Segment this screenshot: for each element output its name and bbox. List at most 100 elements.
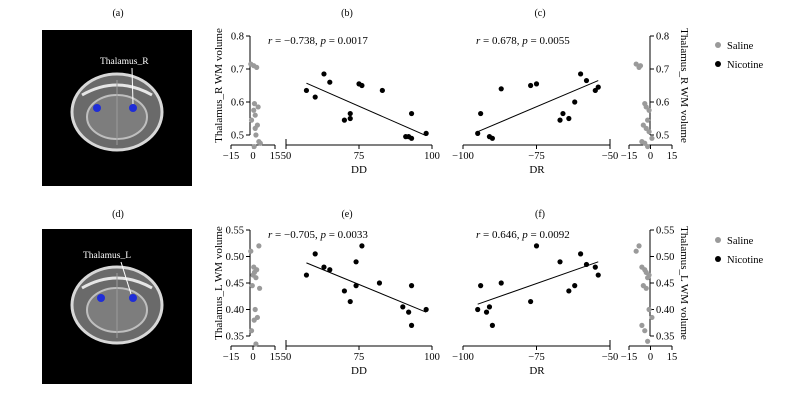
saline-point [646,129,652,135]
x-tick-label: 100 [424,352,440,363]
stat-annotation: r = 0.678, p = 0.0055 [476,35,570,47]
saline-point [253,341,259,347]
x-tick-label: 15 [667,151,678,162]
x-tick-label: −50 [602,352,618,363]
saline-point [252,306,258,313]
legend-nicotine-label: Nicotine [727,60,763,71]
nicotine-point [408,322,415,328]
brain-slice-bottom: Thalamus_L [70,251,164,345]
x-tick-label: 0 [250,151,255,162]
saline-point [255,104,261,110]
x-axis-label: DD [351,365,367,377]
x-axis-label: DR [529,164,545,176]
saline-point [251,317,257,323]
legend-top: Saline Nicotine [715,41,763,71]
saline-point [253,275,259,281]
legend-nicotine-marker [715,61,721,67]
x-tick-label: 0 [250,352,255,363]
x-tick-label: −100 [452,352,474,363]
legend-saline-label: Saline [727,41,754,52]
nicotine-point [566,288,572,294]
nicotine-point [478,110,484,117]
x-tick-label: 15 [270,352,281,363]
y-tick-label: 0.5 [231,131,244,142]
nicotine-point [560,110,566,117]
saline-point [248,117,255,123]
saline-point [649,314,655,321]
saline-point [256,243,262,249]
nicotine-point [312,251,318,257]
saline-point [251,107,257,113]
legend-saline-marker [715,42,721,48]
saline-point [251,143,257,150]
saline-point [252,112,258,118]
nicotine-point [533,243,540,249]
nicotine-point [353,259,359,265]
nicotine-point [408,110,415,117]
nicotine-point [400,304,406,310]
x-tick-label: −15 [223,352,239,363]
y-tick-label: 0.45 [656,279,674,290]
nicotine-point [408,135,415,141]
nicotine-point [327,79,333,85]
nicotine-point [483,309,490,315]
stat-annotation: r = −0.705, p = 0.0033 [268,229,368,241]
x-tick-label: 100 [424,151,440,162]
saline-point [636,243,642,249]
y-tick-label: 0.7 [656,65,669,76]
nicotine-point [347,115,353,122]
y-tick-label: 0.5 [656,131,669,142]
x-tick-label: 75 [354,151,365,162]
x-tick-label: −100 [452,151,474,162]
saline-point [646,107,652,113]
nicotine-point [566,115,572,122]
fit-line [477,80,599,133]
nicotine-point [578,251,584,257]
x-tick-label: 50 [281,352,292,363]
legend-nicotine-marker [715,256,721,262]
legend-bottom: Saline Nicotine [715,236,763,266]
nicotine-point [578,71,584,77]
nicotine-point [341,288,347,294]
y-tick-label: 0.6 [231,98,244,109]
y-tick-label: 0.35 [656,332,674,343]
y-tick-label: 0.40 [656,305,674,316]
nicotine-point [475,306,481,313]
y-tick-label: 0.6 [656,98,669,109]
saline-point [646,306,652,313]
roi-right-marker [129,104,137,112]
nicotine-point [595,84,601,90]
saline-point [637,63,644,69]
chart-c: 0.5 0.6 0.7 0.8 −100 −75 −50 −15 0 15 DR Thalamus_R… [452,28,690,176]
y-axis-label: Thalamus_R WM volume [213,28,225,143]
nicotine-point [592,264,598,270]
saline-point [645,275,651,281]
y-axis-label: Thalamus_R WM volume [678,28,690,143]
x-tick-label: −50 [602,151,618,162]
saline-point [633,248,639,254]
y-tick-label: 0.35 [226,332,244,343]
nicotine-point [533,81,540,87]
nicotine-point [321,264,327,270]
x-tick-label: −15 [223,151,239,162]
legend-saline-label: Saline [727,236,754,247]
chart-e: 0.35 0.40 0.45 0.50 0.55 −15 0 15 50 75 100 DD Thala… [213,226,440,378]
roi-right-marker [129,294,137,302]
legend-saline-marker [715,237,721,243]
saline-point [645,338,651,344]
brain-label-top: Thalamus_R [100,57,149,67]
x-axis-label: DD [351,164,367,176]
saline-point [645,117,651,123]
y-axis-label: Thalamus_L WM volume [213,226,225,340]
saline-point [252,125,258,131]
nicotine-point [528,298,534,305]
panel-a-label: (a) [112,8,123,19]
nicotine-point [475,130,481,136]
y-tick-label: 0.50 [656,252,674,263]
saline-point [639,322,645,328]
saline-point [257,140,263,146]
x-tick-label: 15 [270,151,281,162]
nicotine-point [423,306,429,313]
y-tick-label: 0.8 [656,32,669,43]
nicotine-point [347,298,353,305]
